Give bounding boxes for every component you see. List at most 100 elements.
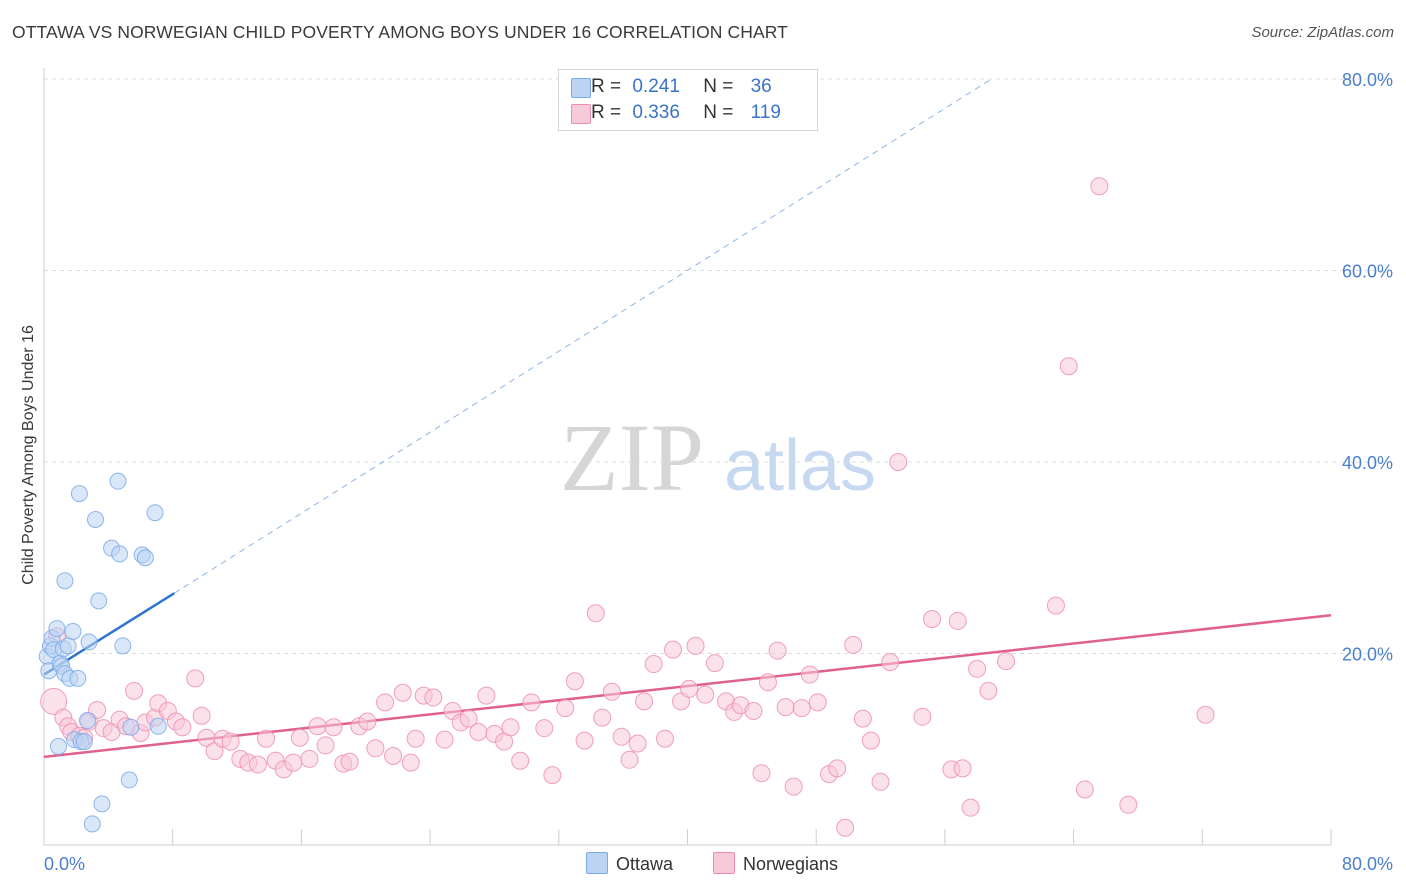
tick-labels: 20.0% 40.0% 60.0% 80.0% 0.0% 80.0% (44, 70, 1393, 874)
norwegians-point (316, 736, 335, 755)
norwegians-point (186, 669, 205, 688)
norwegians-point (997, 652, 1016, 671)
ottawa-point (70, 485, 88, 503)
ottawa-point (49, 737, 67, 755)
norwegians-point (501, 718, 520, 737)
norwegians-point (401, 753, 420, 772)
ottawa-point (48, 620, 66, 638)
norwegians-point (192, 706, 211, 725)
norwegians-legend-swatch (713, 852, 735, 874)
norwegians-point (358, 712, 377, 731)
norwegians-point (173, 718, 192, 737)
ottawa-point (120, 771, 138, 789)
norwegians-point (477, 686, 496, 705)
y-tick-label: 80.0% (1342, 70, 1393, 90)
norwegians-point (696, 685, 715, 704)
ottawa-point (136, 549, 154, 567)
norwegians-point (705, 654, 724, 673)
ottawa-point (59, 637, 77, 655)
r-label: R = (591, 102, 622, 123)
norwegians-point (324, 718, 343, 737)
norwegians-point (968, 659, 987, 678)
norwegians-point (1196, 705, 1215, 724)
norwegians-point (680, 679, 699, 698)
x-tick-label: 0.0% (44, 854, 85, 874)
norwegians-point (543, 766, 562, 785)
ottawa-swatch (571, 78, 591, 98)
norwegians-point (366, 739, 385, 758)
norwegians-point (522, 693, 541, 712)
norwegians-point (635, 692, 654, 711)
norwegians-point (752, 764, 771, 783)
norwegians-point (565, 672, 584, 691)
ottawa-legend-swatch (586, 852, 608, 874)
norwegians-point (979, 681, 998, 700)
norwegians-point (469, 723, 488, 742)
norwegians-point (406, 729, 425, 748)
norwegians-r-value: 0.336 (632, 102, 680, 123)
ottawa-point (83, 815, 101, 833)
n-label: N = (703, 102, 734, 123)
norwegians-legend-label: Norwegians (743, 854, 839, 874)
norwegians-point (881, 653, 900, 672)
norwegians-point (1046, 596, 1065, 615)
axes (43, 68, 1332, 846)
norwegians-point (836, 818, 855, 837)
ottawa-point (149, 717, 167, 735)
y-tick-label: 20.0% (1342, 645, 1393, 665)
norwegians-point (511, 751, 530, 770)
norwegians-point (257, 729, 276, 748)
norwegians-point (575, 731, 594, 750)
norwegians-point (861, 731, 880, 750)
watermark-zip: ZIP (560, 404, 704, 511)
norwegians-point (889, 453, 908, 471)
y-tick-label: 60.0% (1342, 262, 1393, 282)
norwegians-point (556, 699, 575, 718)
norwegians-point (923, 610, 942, 629)
norwegians-point (1075, 780, 1094, 799)
norwegians-point (844, 635, 863, 654)
norwegians-point (1090, 177, 1109, 196)
ottawa-point (56, 572, 74, 590)
ottawa-point (122, 718, 140, 736)
chart-title: OTTAWA VS NORWEGIAN CHILD POVERTY AMONG … (12, 22, 788, 42)
norwegians-point (308, 717, 327, 736)
ottawa-r-value: 0.241 (632, 76, 680, 97)
norwegians-point (435, 730, 454, 749)
ottawa-point (114, 637, 132, 655)
ottawa-point (111, 545, 129, 563)
ottawa-point (64, 622, 82, 640)
ottawa-point (146, 504, 164, 522)
ottawa-legend-label: Ottawa (616, 854, 674, 874)
norwegians-point (744, 701, 763, 720)
norwegians-point (586, 604, 605, 623)
norwegians-point (300, 749, 319, 768)
source-label: Source: ZipAtlas.com (1251, 24, 1394, 41)
r-label: R = (591, 76, 622, 97)
norwegians-point (248, 755, 267, 774)
norwegians-point (221, 732, 240, 751)
stats-legend: R = 0.241 N = 36 R = 0.336 N = 119 (558, 69, 818, 131)
norwegians-point (953, 759, 972, 778)
norwegians-point (393, 683, 412, 702)
ottawa-point (78, 712, 96, 730)
norwegians-point (602, 682, 621, 701)
watermark-atlas: atlas (724, 426, 876, 506)
data-points (38, 177, 1215, 837)
norwegians-swatch (571, 104, 591, 124)
norwegians-point (853, 709, 872, 728)
norwegians-point (655, 729, 674, 748)
norwegians-point (792, 699, 811, 718)
norwegians-point (376, 693, 395, 712)
norwegians-point (620, 750, 639, 769)
norwegians-point (125, 681, 144, 700)
ottawa-point (80, 633, 98, 651)
norwegians-point (424, 688, 443, 707)
norwegians-point (871, 772, 890, 791)
norwegians-point (628, 734, 647, 753)
norwegians-point (664, 640, 683, 659)
norwegians-point (948, 611, 967, 630)
norwegians-point (40, 687, 68, 715)
norwegians-point (758, 673, 777, 692)
norwegians-point (768, 641, 787, 660)
